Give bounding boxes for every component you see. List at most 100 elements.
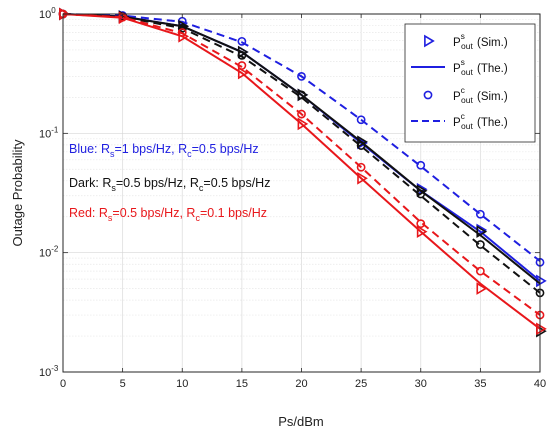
legend-tail: (Sim.) (477, 37, 508, 49)
annotation-subscript: c (195, 213, 200, 223)
x-tick-label: 15 (236, 378, 248, 390)
legend-marker-circle (423, 90, 433, 100)
annotation-text: Blue: R (69, 142, 110, 156)
y-tick-label: 10-2 (39, 245, 59, 260)
y-axis-title: Outage Probability (10, 139, 25, 246)
annotation-text: =0.5 bps/Hz, R (116, 176, 199, 190)
data-point-circle (416, 189, 426, 199)
legend-label: Ps out (Sim.) (453, 31, 508, 51)
legend-subscript: out (461, 121, 473, 131)
legend-subscript: out (461, 67, 473, 77)
series-line (62, 13, 541, 262)
data-point-circle (297, 90, 306, 100)
legend-label: Pc out (The.) (453, 111, 508, 131)
y-tick-base: 10 (39, 128, 51, 140)
legend-superscript: s (461, 31, 465, 41)
y-tick-label: 100 (39, 6, 56, 21)
legend-subscript: out (461, 95, 473, 105)
data-point-triangle (297, 117, 309, 131)
x-tick-label: 35 (474, 378, 486, 390)
data-point-triangle (237, 66, 249, 80)
annotation-2: Red: Rs=0.5 bps/Hz, Rc=0.1 bps/Hz (69, 206, 267, 223)
data-point-circle (297, 71, 306, 81)
data-point-circle (475, 240, 485, 249)
series-line (62, 13, 541, 330)
legend-tail: (The.) (477, 63, 508, 75)
legend-box (404, 23, 536, 143)
data-point-circle (297, 109, 306, 119)
annotation-text: Dark: R (69, 176, 111, 190)
series-layer (58, 7, 547, 338)
y-tick-exponent: -1 (51, 125, 59, 134)
data-point-triangle (357, 135, 368, 149)
y-tick-exponent: 0 (51, 6, 56, 15)
data-point-triangle (416, 225, 428, 238)
annotation-text: =0.5 bps/Hz (203, 176, 270, 190)
x-tick-label: 25 (355, 378, 367, 390)
series-line (62, 13, 541, 294)
annotation-text: =0.1 bps/Hz (200, 206, 267, 220)
x-tick-label: 20 (295, 378, 307, 390)
data-point-circle (475, 209, 485, 219)
legend-superscript: c (461, 111, 466, 121)
annotation-text: Red: R (69, 206, 108, 220)
data-point-circle (237, 36, 247, 46)
y-tick-exponent: -2 (51, 245, 59, 254)
legend-label: Pc out (Sim.) (453, 85, 508, 105)
annotation-subscript: s (111, 183, 116, 193)
data-point-circle (177, 28, 187, 37)
annotation-text: =0.5 bps/Hz (192, 142, 259, 156)
x-tick-label: 0 (60, 378, 66, 390)
legend-main: P (453, 91, 461, 103)
data-point-circle (416, 219, 426, 229)
legend: Ps out (Sim.)Ps out (The.)Pc out (Sim.)Pc out (T… (404, 23, 536, 143)
annotation-1: Dark: Rs=0.5 bps/Hz, Rc=0.5 bps/Hz (69, 176, 270, 193)
y-tick-label: 10-1 (39, 125, 59, 140)
legend-tail: (The.) (477, 117, 508, 129)
data-point-circle (356, 162, 366, 172)
legend-main: P (453, 117, 461, 129)
annotation-subscript: s (108, 213, 113, 223)
legend-subscript: out (461, 41, 473, 51)
y-tick-exponent: -3 (51, 364, 59, 373)
x-tick-label: 40 (534, 378, 546, 390)
x-tick-label: 5 (120, 378, 126, 390)
annotation-text: =1 bps/Hz, R (115, 142, 188, 156)
data-point-circle (416, 160, 426, 170)
annotation-subscript: c (187, 149, 192, 159)
legend-superscript: c (461, 85, 466, 95)
data-point-circle (475, 266, 485, 276)
legend-entry-0: Ps out (Sim.) (424, 31, 508, 51)
data-point-circle (177, 23, 187, 33)
legend-superscript: s (461, 57, 465, 67)
legend-main: P (453, 37, 461, 49)
series-line (62, 13, 541, 316)
data-point-triangle (476, 225, 488, 238)
data-point-circle (356, 115, 366, 125)
data-point-circle (237, 50, 247, 60)
y-tick-base: 10 (39, 9, 51, 21)
data-point-circle (356, 141, 366, 150)
legend-label: Ps out (The.) (453, 57, 508, 77)
data-point-circle (237, 61, 247, 70)
legend-tail: (Sim.) (477, 91, 508, 103)
series-red-line-dashed (62, 13, 541, 316)
annotation-subscript: s (110, 149, 115, 159)
data-point-triangle (237, 45, 249, 59)
x-tick-label: 10 (176, 378, 188, 390)
data-point-triangle (357, 171, 368, 185)
legend-main: P (453, 63, 461, 75)
legend-entry-1: Ps out (The.) (411, 57, 508, 77)
series-blue-line-dashed (62, 13, 541, 262)
legend-entry-2: Pc out (Sim.) (423, 85, 508, 105)
annotation-text: =0.5 bps/Hz, R (112, 206, 195, 220)
legend-marker-triangle (424, 34, 435, 48)
data-point-triangle (476, 282, 488, 295)
x-axis-title: Ps/dBm (278, 414, 324, 429)
x-tick-label: 30 (415, 378, 427, 390)
annotation-0: Blue: Rs=1 bps/Hz, Rc=0.5 bps/Hz (69, 142, 259, 159)
data-point-triangle (416, 184, 428, 198)
